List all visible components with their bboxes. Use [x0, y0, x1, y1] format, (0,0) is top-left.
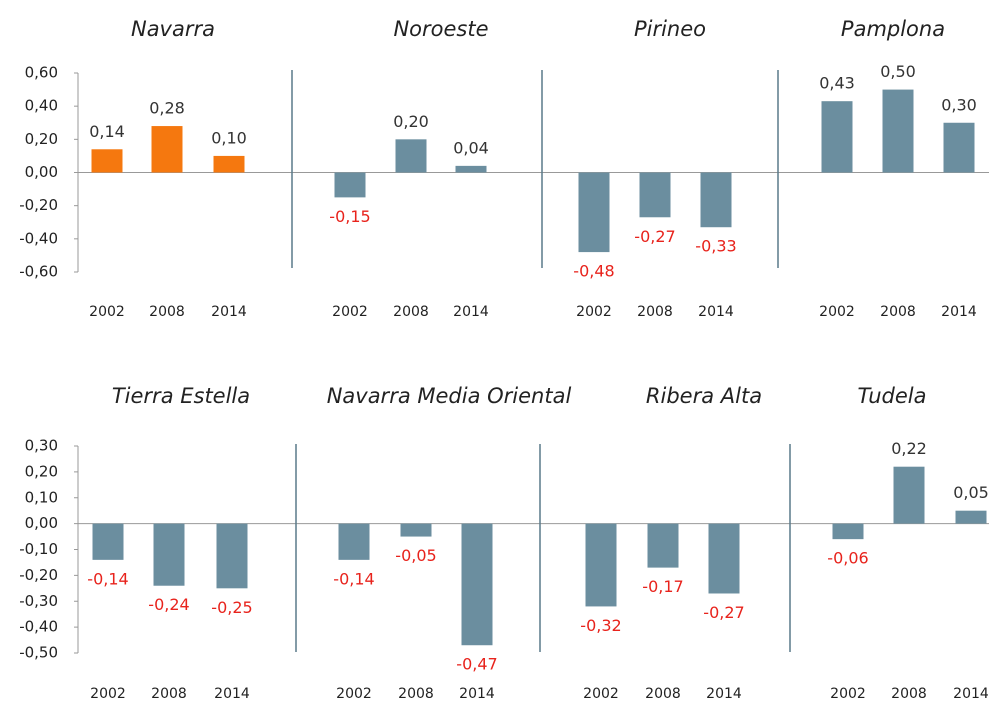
x-tick-label: 2014	[453, 304, 489, 320]
y-tick-label: -0,10	[19, 540, 58, 558]
y-tick-label: -0,40	[19, 618, 58, 636]
value-label: -0,05	[395, 546, 436, 565]
x-tick-label: 2014	[706, 686, 742, 702]
bar	[700, 172, 732, 228]
bar	[708, 523, 740, 594]
x-tick-label: 2008	[880, 304, 916, 320]
y-tick-label: -0,30	[19, 592, 58, 610]
bar	[821, 101, 853, 173]
bar	[92, 523, 124, 560]
y-tick-label: 0,00	[25, 163, 58, 181]
value-label: -0,32	[580, 616, 621, 635]
x-tick-label: 2008	[151, 686, 187, 702]
y-tick-label: -0,50	[19, 644, 58, 662]
value-label: 0,14	[89, 122, 125, 141]
value-label: -0,25	[211, 598, 252, 617]
bar	[91, 149, 123, 173]
value-label: 0,50	[880, 62, 916, 81]
bar	[395, 139, 427, 173]
x-tick-label: 2008	[393, 304, 429, 320]
y-tick-label: 0,10	[25, 488, 58, 506]
value-label: -0,27	[634, 227, 675, 246]
panel-title: Ribera Alta	[646, 384, 762, 408]
bar	[216, 523, 248, 589]
value-label: -0,47	[456, 655, 497, 674]
bar	[334, 172, 366, 198]
x-tick-label: 2008	[398, 686, 434, 702]
value-label: -0,48	[573, 262, 614, 281]
x-tick-label: 2002	[583, 686, 619, 702]
bar	[647, 523, 679, 568]
value-label: 0,22	[891, 439, 927, 458]
x-tick-label: 2014	[214, 686, 250, 702]
x-tick-label: 2008	[891, 686, 927, 702]
y-tick-label: 0,60	[25, 64, 58, 82]
x-tick-label: 2014	[459, 686, 495, 702]
bar	[832, 523, 864, 540]
x-tick-label: 2008	[637, 304, 673, 320]
bar	[955, 510, 987, 524]
x-tick-label: 2002	[336, 686, 372, 702]
panel-title: Noroeste	[393, 17, 488, 41]
value-label: 0,04	[453, 138, 489, 157]
value-label: -0,33	[695, 237, 736, 256]
x-tick-label: 2008	[149, 304, 185, 320]
value-label: -0,06	[827, 549, 868, 568]
x-tick-label: 2014	[953, 686, 989, 702]
x-tick-label: 2014	[211, 304, 247, 320]
bar	[455, 165, 487, 173]
panel-title: Pirineo	[634, 17, 706, 41]
value-label: 0,28	[149, 99, 185, 118]
bar	[639, 172, 671, 218]
y-tick-label: -0,40	[19, 229, 58, 247]
bar	[461, 523, 493, 646]
y-tick-label: 0,30	[25, 437, 58, 455]
bar	[893, 466, 925, 524]
value-label: 0,05	[953, 483, 989, 502]
bar	[882, 89, 914, 173]
x-tick-label: 2014	[698, 304, 734, 320]
value-label: -0,14	[87, 569, 128, 588]
x-tick-label: 2002	[332, 304, 368, 320]
bar	[338, 523, 370, 560]
bar	[943, 122, 975, 173]
panel-title: Tierra Estella	[112, 384, 250, 408]
value-label: 0,43	[819, 74, 855, 93]
value-label: 0,20	[393, 112, 429, 131]
bar	[153, 523, 185, 586]
x-tick-label: 2002	[90, 686, 126, 702]
x-tick-label: 2014	[941, 304, 977, 320]
value-label: 0,30	[941, 95, 977, 114]
bar	[213, 155, 245, 173]
bar	[151, 126, 183, 173]
y-tick-label: 0,20	[25, 130, 58, 148]
y-tick-label: -0,20	[19, 566, 58, 584]
value-label: -0,27	[703, 603, 744, 622]
y-tick-label: 0,20	[25, 462, 58, 480]
panel-title: Navarra Media Oriental	[327, 384, 572, 408]
panel-title: Tudela	[858, 384, 927, 408]
y-tick-label: -0,20	[19, 196, 58, 214]
x-tick-label: 2002	[576, 304, 612, 320]
bar	[400, 523, 432, 537]
panel-title: Pamplona	[841, 17, 945, 41]
y-tick-label: 0,00	[25, 514, 58, 532]
value-label: -0,15	[329, 207, 370, 226]
x-tick-label: 2002	[819, 304, 855, 320]
value-label: 0,10	[211, 128, 247, 147]
y-tick-label: -0,60	[19, 263, 58, 281]
x-tick-label: 2002	[89, 304, 125, 320]
value-label: -0,17	[642, 577, 683, 596]
x-tick-label: 2002	[830, 686, 866, 702]
panel-title: Navarra	[131, 17, 215, 41]
y-tick-label: 0,40	[25, 97, 58, 115]
value-label: -0,24	[148, 595, 189, 614]
bar	[578, 172, 610, 253]
value-label: -0,14	[333, 569, 374, 588]
x-tick-label: 2008	[645, 686, 681, 702]
bar	[585, 523, 617, 607]
